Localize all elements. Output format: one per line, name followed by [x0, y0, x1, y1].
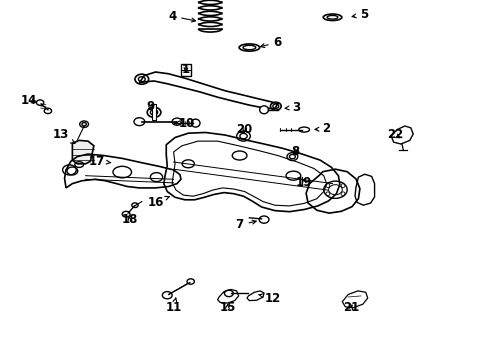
Text: 13: 13	[53, 129, 75, 143]
Text: 1: 1	[182, 63, 189, 76]
Text: 6: 6	[260, 36, 281, 49]
Text: 17: 17	[88, 155, 110, 168]
Text: 7: 7	[235, 219, 256, 231]
Text: 8: 8	[291, 145, 299, 158]
Text: 12: 12	[259, 292, 281, 305]
Text: 20: 20	[236, 123, 252, 136]
Text: 3: 3	[285, 101, 299, 114]
Text: 18: 18	[121, 213, 138, 226]
Text: 16: 16	[147, 196, 169, 209]
Text: 22: 22	[386, 129, 403, 141]
Text: 11: 11	[165, 298, 182, 314]
Text: 14: 14	[21, 94, 38, 107]
Bar	[151, 104, 156, 120]
Text: 19: 19	[295, 176, 312, 189]
Ellipse shape	[191, 119, 200, 127]
Text: 5: 5	[351, 8, 367, 21]
Bar	[181, 64, 190, 76]
Text: 2: 2	[314, 122, 330, 135]
Text: 21: 21	[342, 301, 359, 314]
Text: 10: 10	[175, 117, 195, 130]
Ellipse shape	[259, 106, 268, 114]
Polygon shape	[72, 140, 94, 164]
Text: 9: 9	[146, 100, 154, 113]
Text: 4: 4	[168, 10, 195, 23]
Text: 15: 15	[219, 301, 235, 314]
